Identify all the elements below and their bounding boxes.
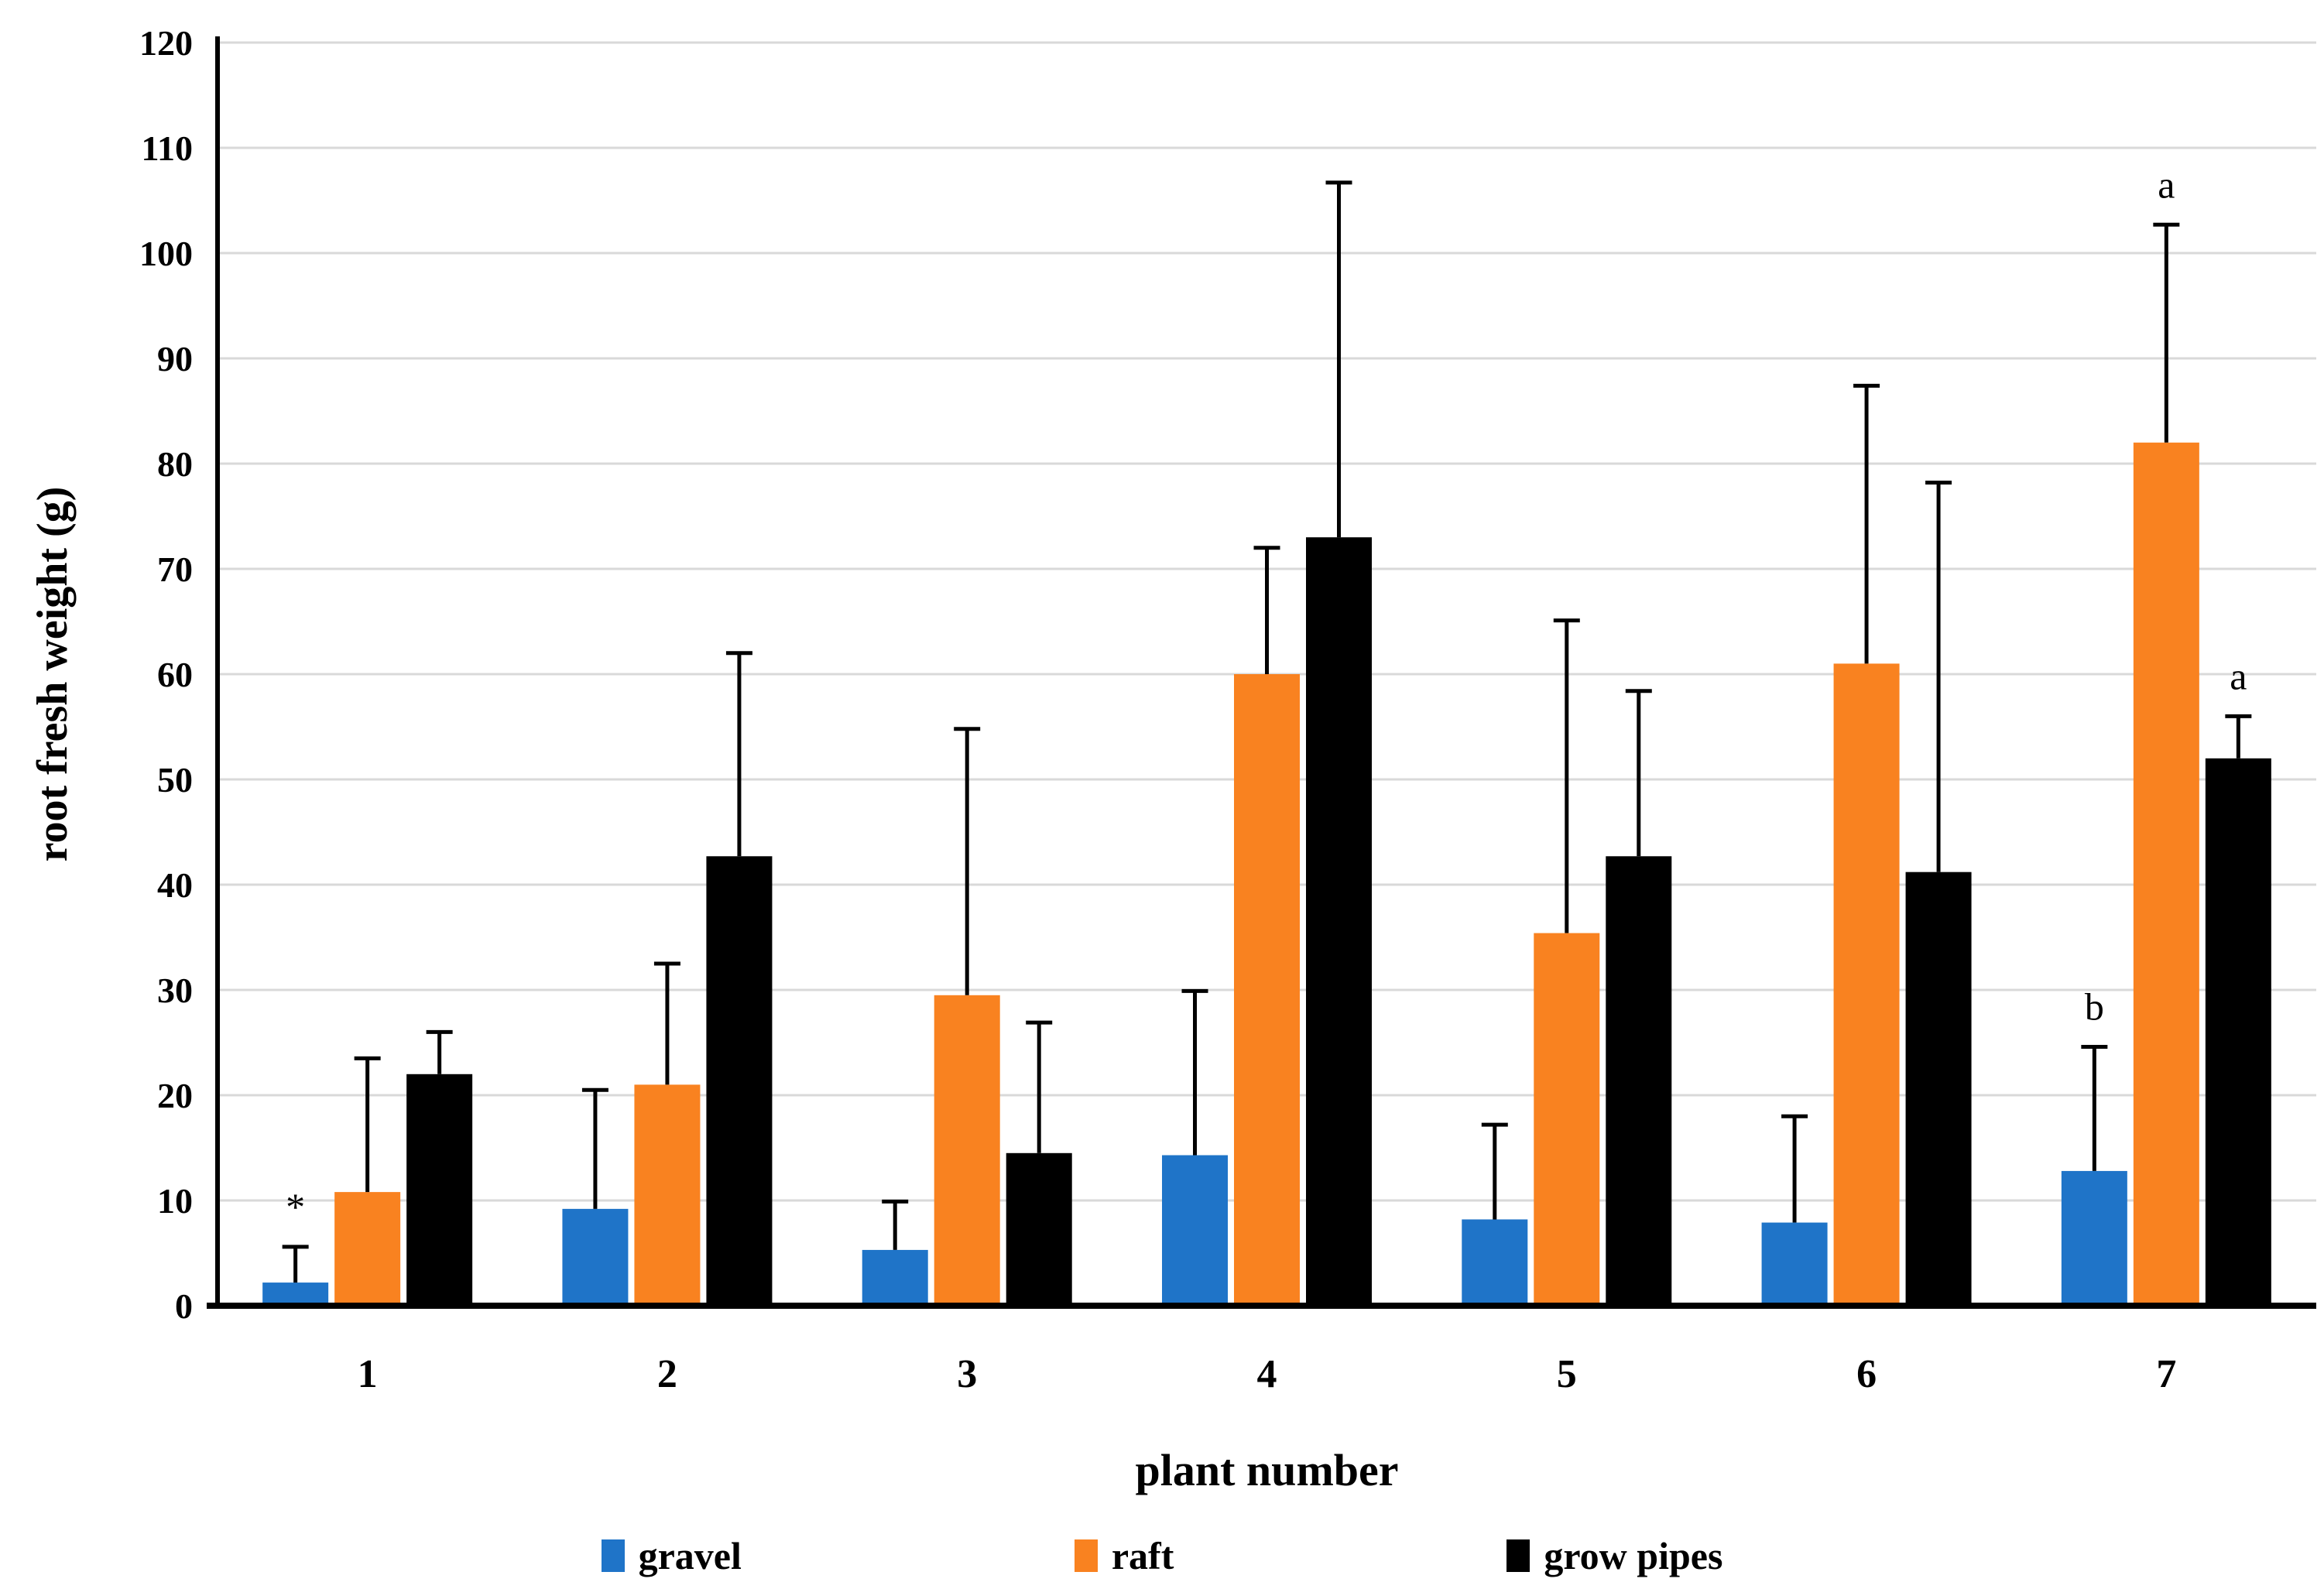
bar-grow-pipes-6: [1905, 872, 1972, 1306]
legend-item-raft: raft: [1074, 1534, 1174, 1577]
bar-grow-pipes-7: [2205, 758, 2271, 1306]
annotation-a-4: a: [2230, 654, 2247, 697]
y-tick-label-50: 50: [157, 760, 193, 800]
y-tick-label-70: 70: [157, 550, 193, 589]
bar-gravel-1: [262, 1283, 329, 1306]
y-tick-label-10: 10: [157, 1181, 193, 1221]
y-tick-label-120: 120: [139, 23, 193, 63]
y-tick-label-20: 20: [157, 1076, 193, 1115]
legend-label-grow-pipes: grow pipes: [1544, 1534, 1723, 1577]
bar-gravel-2: [562, 1208, 629, 1306]
bar-grow-pipes-4: [1306, 537, 1372, 1306]
x-tick-label-4: 4: [1257, 1352, 1277, 1396]
y-tick-label-100: 100: [139, 234, 193, 273]
legend-label-gravel: gravel: [638, 1534, 742, 1577]
y-tick-label-0: 0: [175, 1286, 193, 1326]
bar-raft-6: [1833, 663, 1900, 1306]
y-tick-label-80: 80: [157, 444, 193, 484]
y-axis-title: root fresh weight (g): [29, 486, 77, 862]
legend-label-raft: raft: [1111, 1534, 1174, 1577]
x-tick-label-1: 1: [358, 1352, 378, 1396]
bar-gravel-4: [1162, 1155, 1228, 1306]
bar-grow-pipes-5: [1606, 856, 1672, 1306]
bar-gravel-3: [862, 1249, 928, 1306]
bar-grow-pipes-2: [706, 856, 773, 1306]
x-tick-label-6: 6: [1856, 1352, 1877, 1396]
bar-raft-4: [1234, 674, 1300, 1306]
x-axis-title: plant number: [1135, 1445, 1399, 1495]
y-tick-label-40: 40: [157, 865, 193, 905]
bar-raft-3: [934, 995, 1000, 1306]
bar-gravel-6: [1761, 1222, 1828, 1306]
bar-gravel-7: [2061, 1170, 2127, 1306]
x-tick-label-2: 2: [657, 1352, 677, 1396]
y-tick-label-110: 110: [142, 128, 193, 168]
bar-grow-pipes-3: [1006, 1152, 1072, 1306]
y-tick-label-30: 30: [157, 971, 193, 1010]
bar-raft-1: [334, 1192, 401, 1306]
annotation-b-2: b: [2085, 985, 2104, 1028]
legend-swatch-raft: [1074, 1539, 1098, 1572]
legend: gravel raft grow pipes: [0, 1531, 2324, 1580]
legend-item-grow-pipes: grow pipes: [1506, 1536, 1722, 1575]
annotation-*-1: *: [286, 1185, 305, 1228]
bar-grow-pipes-1: [406, 1074, 473, 1306]
annotation-a-3: a: [2158, 163, 2175, 206]
legend-swatch-gravel: [601, 1539, 625, 1572]
y-tick-label-60: 60: [157, 655, 193, 694]
y-tick-label-90: 90: [157, 339, 193, 378]
legend-swatch-grow-pipes: [1506, 1539, 1530, 1572]
x-tick-label-3: 3: [957, 1352, 977, 1396]
bar-raft-5: [1534, 933, 1600, 1306]
legend-item-gravel: gravel: [601, 1534, 742, 1577]
x-tick-label-5: 5: [1557, 1352, 1577, 1396]
x-tick-label-7: 7: [2156, 1352, 2176, 1396]
bar-raft-7: [2133, 442, 2199, 1306]
bar-gravel-5: [1462, 1219, 1528, 1306]
bar-raft-2: [634, 1084, 701, 1306]
